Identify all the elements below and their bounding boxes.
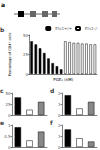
svg-text:0: 0 [8,113,11,118]
svg-text:b: b [0,26,5,33]
svg-text:0: 0 [58,113,61,118]
svg-text:0: 0 [58,145,61,150]
svg-text:PGE₂ (nM): PGE₂ (nM) [53,77,73,82]
svg-text:c: c [0,87,4,94]
svg-text:0.5: 0.5 [4,134,11,139]
svg-text:Ets1-/-: Ets1-/- [85,26,99,31]
svg-text:25: 25 [23,52,29,57]
svg-text:e: e [0,119,4,126]
svg-text:1: 1 [58,134,61,139]
svg-text:50: 50 [5,91,11,96]
svg-text:f: f [50,119,53,126]
svg-text:a: a [1,1,5,8]
svg-text:25: 25 [5,102,11,107]
svg-text:50: 50 [23,33,29,38]
svg-text:0: 0 [25,72,28,77]
svg-text:Ets1+/+: Ets1+/+ [55,26,72,31]
svg-text:0: 0 [8,145,11,150]
svg-text:2: 2 [58,123,61,128]
svg-text:2: 2 [58,91,61,96]
svg-text:Percentage of CD4⁺ cells: Percentage of CD4⁺ cells [8,33,12,77]
svg-text:1: 1 [8,123,11,128]
svg-text:1: 1 [58,102,61,107]
svg-text:d: d [50,87,54,94]
